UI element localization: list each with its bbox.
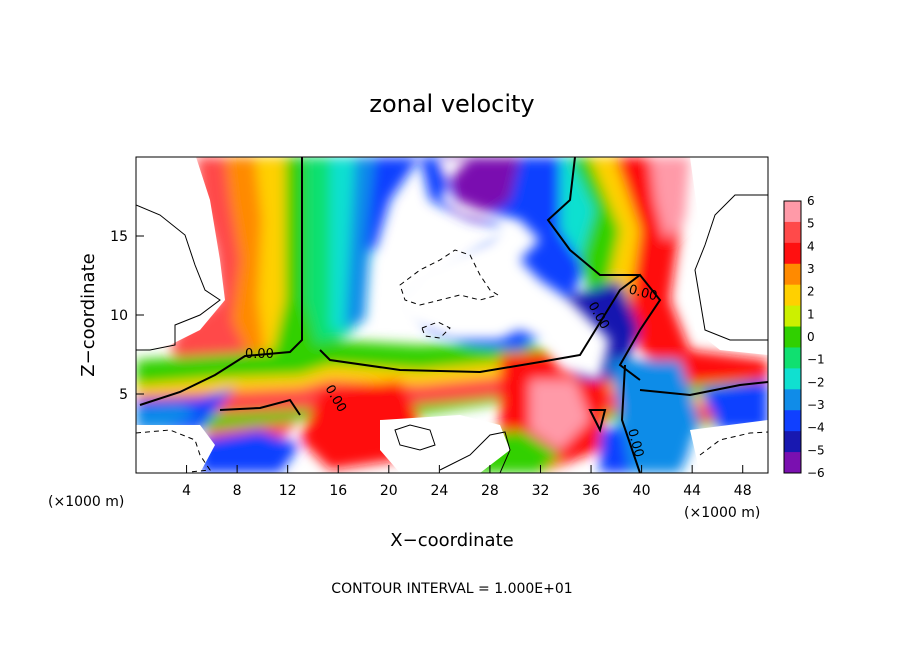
field-region <box>136 405 200 430</box>
contour-line <box>399 249 500 306</box>
colorbar-tick-label: 0 <box>807 330 815 344</box>
field-region <box>365 157 420 250</box>
colorbar-tick-label: 5 <box>807 217 815 231</box>
zero-contour <box>620 364 641 473</box>
x-tick-label: 20 <box>380 483 398 499</box>
colorbar-tick-label: −5 <box>807 443 825 457</box>
colorbar-frame <box>783 200 802 474</box>
contour-line <box>439 431 511 473</box>
y-axis-ticks: 5 10 15 <box>110 229 144 403</box>
colorbar-swatch <box>784 431 801 453</box>
colorbar-tick-label: 1 <box>807 307 815 321</box>
colorbar: 6 5 4 3 2 1 0 −1 −2 −3 −4 −5 −6 <box>783 194 825 480</box>
colorbar-swatch <box>784 347 801 369</box>
zero-contour <box>139 157 303 406</box>
y-tick-label: 10 <box>110 308 128 324</box>
field-region <box>380 415 510 473</box>
colorbar-tick-label: −6 <box>807 466 825 480</box>
contour-interval-note: CONTOUR INTERVAL = 1.000E+01 <box>331 581 572 597</box>
field-region <box>615 157 768 385</box>
chart-title: zonal velocity <box>369 90 534 118</box>
x-tick-label: 40 <box>633 483 651 499</box>
colorbar-swatch <box>784 201 801 223</box>
zero-contour <box>319 273 662 381</box>
field-region <box>650 157 690 240</box>
x-tick-label: 24 <box>430 483 448 499</box>
zero-contour <box>588 409 607 433</box>
colorbar-tick-label: 3 <box>807 262 815 276</box>
colorbar-tick-label: 6 <box>807 194 815 208</box>
colorbar-tick-label: −3 <box>807 398 825 412</box>
negative-contours <box>136 249 768 473</box>
x-tick-label: 44 <box>683 483 701 499</box>
x-tick-label: 36 <box>582 483 600 499</box>
contour-line <box>394 424 436 451</box>
zero-contour <box>546 157 640 276</box>
colorbar-swatch <box>784 368 801 390</box>
colorbar-tick-label: 2 <box>807 285 815 299</box>
contour-line <box>699 431 768 456</box>
y-axis-label: Z−coordinate <box>78 253 99 376</box>
x-tick-label: 48 <box>734 483 752 499</box>
field-region <box>136 375 768 425</box>
field-region <box>530 380 590 450</box>
contour-line <box>136 204 221 351</box>
contour-label: 0.00 <box>624 427 646 459</box>
field-region <box>136 425 215 473</box>
thin-contours <box>136 194 768 473</box>
colorbar-tick-label: −2 <box>807 375 825 389</box>
contour-line <box>694 194 768 341</box>
x-tick-label: 12 <box>279 483 297 499</box>
heatmap-field: 0.00 0.00 0.00 0.00 0.00 <box>136 157 768 473</box>
colorbar-swatch <box>784 263 801 286</box>
colorbar-swatch <box>784 326 801 348</box>
field-region <box>136 157 225 350</box>
colorbar-tick-label: −4 <box>807 421 825 435</box>
contour-label: 0.00 <box>245 347 274 362</box>
x-tick-label: 4 <box>182 483 191 499</box>
colorbar-swatch <box>784 410 801 432</box>
colorbar-swatch <box>784 305 801 328</box>
colorbar-tick-label: −1 <box>807 353 825 367</box>
colorbar-swatch <box>784 242 801 265</box>
y-tick-label: 5 <box>119 387 128 403</box>
contour-line <box>421 321 451 339</box>
contour-label: 0.00 <box>627 282 659 304</box>
colorbar-tick-label: 4 <box>807 239 815 253</box>
field-region <box>345 157 405 330</box>
colorbar-swatch <box>784 284 801 307</box>
x-tick-label: 32 <box>532 483 550 499</box>
x-unit-left: (×1000 m) <box>48 494 124 510</box>
x-axis-label: X−coordinate <box>390 530 513 551</box>
zero-contour <box>639 381 768 397</box>
field-region <box>200 430 300 473</box>
y-tick-label: 15 <box>110 229 128 245</box>
field-region <box>610 360 700 473</box>
x-axis-ticks: 4 8 12 16 20 24 28 32 36 40 44 48 <box>182 465 752 499</box>
field-region <box>700 380 768 430</box>
contour-line <box>136 429 211 473</box>
x-tick-label: 16 <box>329 483 347 499</box>
zero-contour <box>219 398 301 416</box>
colorbar-swatch <box>784 221 801 244</box>
zero-contours <box>139 157 768 473</box>
field-region <box>390 157 610 380</box>
colorbar-swatch <box>784 389 801 411</box>
x-tick-label: 28 <box>481 483 499 499</box>
field-region <box>690 157 768 355</box>
x-unit-right: (×1000 m) <box>684 505 760 521</box>
x-tick-label: 8 <box>233 483 242 499</box>
colorbar-swatch <box>784 452 801 474</box>
